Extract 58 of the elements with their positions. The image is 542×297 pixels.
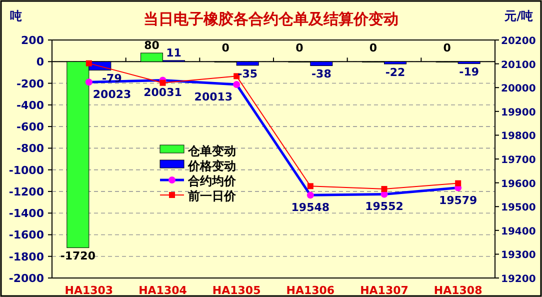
chart-title: 当日电子橡胶各合约仓单及结算价变动	[144, 10, 398, 28]
x-tick-label: HA1307	[360, 284, 408, 297]
data-label: 20023	[92, 88, 132, 102]
y-tick-label: -200	[16, 77, 44, 90]
y-tick-label: 0	[36, 56, 44, 69]
y-tick-label: -400	[16, 98, 44, 112]
y-tick-label: 200	[21, 34, 44, 47]
legend-label: 价格变动	[187, 159, 236, 173]
data-label: 0	[296, 42, 304, 55]
y-tick-label: -1400	[8, 207, 44, 220]
legend-label: 合约均价	[187, 174, 237, 188]
legend-label: 前一日价	[187, 189, 237, 203]
y2-tick-label: 20100	[501, 60, 536, 71]
x-tick-label: HA1303	[64, 284, 114, 297]
y2-tick-label: 19600	[501, 178, 536, 190]
y2-tick-label: 19700	[501, 155, 536, 166]
y-tick-label: -800	[16, 142, 44, 156]
x-tick-label: HA1306	[286, 284, 335, 297]
legend-label: 仓单变动	[187, 144, 236, 158]
x-tick-label: HA1304	[138, 284, 188, 297]
y2-tick-label: 19300	[501, 250, 536, 262]
y-tick-label: -2000	[8, 272, 44, 285]
y2-tick-label: 19900	[501, 107, 536, 118]
data-label: 19579	[438, 194, 478, 207]
y2-tick-label: 20200	[501, 36, 536, 47]
data-label: 19548	[291, 201, 330, 214]
data-label: 0	[369, 42, 378, 55]
y2-tick-label: 19200	[501, 274, 536, 285]
y2-axis-title: 元/吨	[504, 9, 533, 23]
point	[307, 183, 314, 190]
data-label: 19552	[365, 200, 404, 214]
y2-tick-label: 19500	[501, 202, 536, 214]
data-label: -22	[385, 66, 406, 80]
point	[160, 80, 166, 86]
y-tick-label: -1000	[8, 164, 44, 177]
y2-tick-label: 19800	[501, 131, 536, 142]
data-label: 20031	[144, 86, 182, 100]
data-label: 20013	[194, 90, 233, 104]
point	[86, 60, 92, 66]
y-tick-label: -1600	[8, 228, 44, 242]
x-tick-label: HA1308	[434, 284, 482, 297]
data-label: -38	[311, 68, 332, 81]
data-label: -1720	[60, 250, 96, 263]
point	[381, 186, 388, 192]
y2-tick-label: 20000	[501, 84, 536, 95]
y-tick-label: -600	[16, 120, 44, 134]
y-tick-label: -1800	[8, 250, 44, 264]
y-tick-label: -1200	[8, 185, 44, 198]
y2-tick-label: 19400	[501, 226, 536, 238]
y-axis-title: 吨	[10, 9, 22, 23]
data-label: -35	[238, 67, 258, 80]
data-label: 80	[144, 38, 160, 52]
data-label: 0	[443, 42, 452, 55]
data-label: 11	[166, 46, 182, 60]
data-label: 0	[222, 42, 230, 55]
point	[455, 180, 462, 186]
data-label: -19	[459, 66, 480, 79]
x-tick-label: HA1305	[212, 284, 261, 297]
